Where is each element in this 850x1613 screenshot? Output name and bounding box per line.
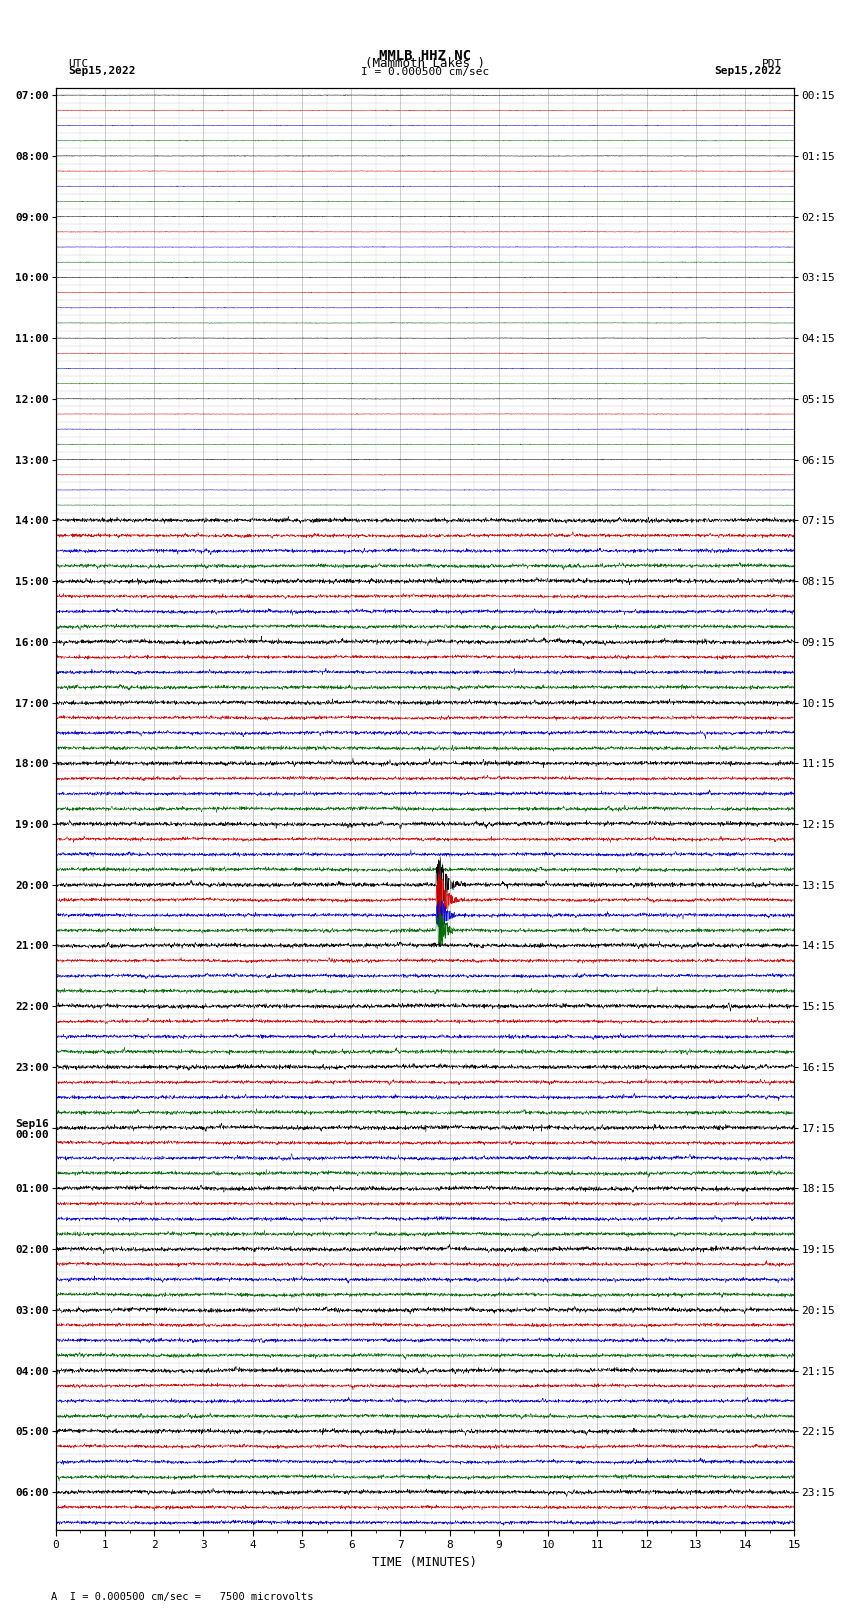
Text: I = 0.000500 cm/sec: I = 0.000500 cm/sec: [361, 66, 489, 77]
X-axis label: TIME (MINUTES): TIME (MINUTES): [372, 1557, 478, 1569]
Text: A  I = 0.000500 cm/sec =   7500 microvolts: A I = 0.000500 cm/sec = 7500 microvolts: [51, 1592, 314, 1602]
Text: Sep15,2022: Sep15,2022: [715, 66, 782, 76]
Text: (Mammoth Lakes ): (Mammoth Lakes ): [365, 56, 485, 71]
Text: MMLB HHZ NC: MMLB HHZ NC: [379, 48, 471, 63]
Text: PDT: PDT: [762, 58, 782, 69]
Text: UTC: UTC: [68, 58, 88, 69]
Text: Sep15,2022: Sep15,2022: [68, 66, 135, 76]
